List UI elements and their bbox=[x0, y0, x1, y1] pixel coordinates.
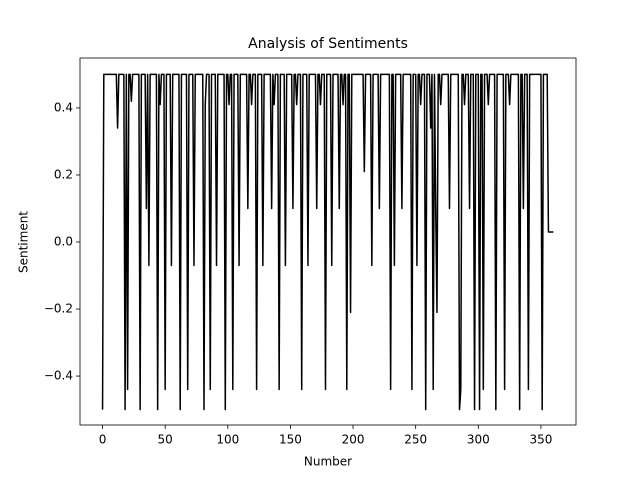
x-tick-label: 0 bbox=[99, 433, 107, 447]
data-line bbox=[101, 73, 554, 411]
x-tick-label: 50 bbox=[158, 433, 173, 447]
x-tick-label: 200 bbox=[342, 433, 365, 447]
y-tick-label: −0.2 bbox=[44, 302, 73, 316]
x-tick-label: 100 bbox=[216, 433, 239, 447]
y-tick-label: −0.4 bbox=[44, 369, 73, 383]
y-tick-label: 0.0 bbox=[54, 235, 73, 249]
chart-title: Analysis of Sentiments bbox=[248, 36, 408, 52]
x-tick-label: 150 bbox=[279, 433, 302, 447]
plot-frame bbox=[79, 57, 577, 426]
x-tick-label: 300 bbox=[467, 433, 490, 447]
x-tick-label: 350 bbox=[529, 433, 552, 447]
y-tick-label: 0.2 bbox=[54, 167, 73, 181]
x-tick-label: 250 bbox=[404, 433, 427, 447]
x-axis-label: Number bbox=[304, 455, 352, 469]
y-tick-label: 0.4 bbox=[54, 100, 73, 114]
y-axis-label: Sentiment bbox=[17, 211, 31, 273]
